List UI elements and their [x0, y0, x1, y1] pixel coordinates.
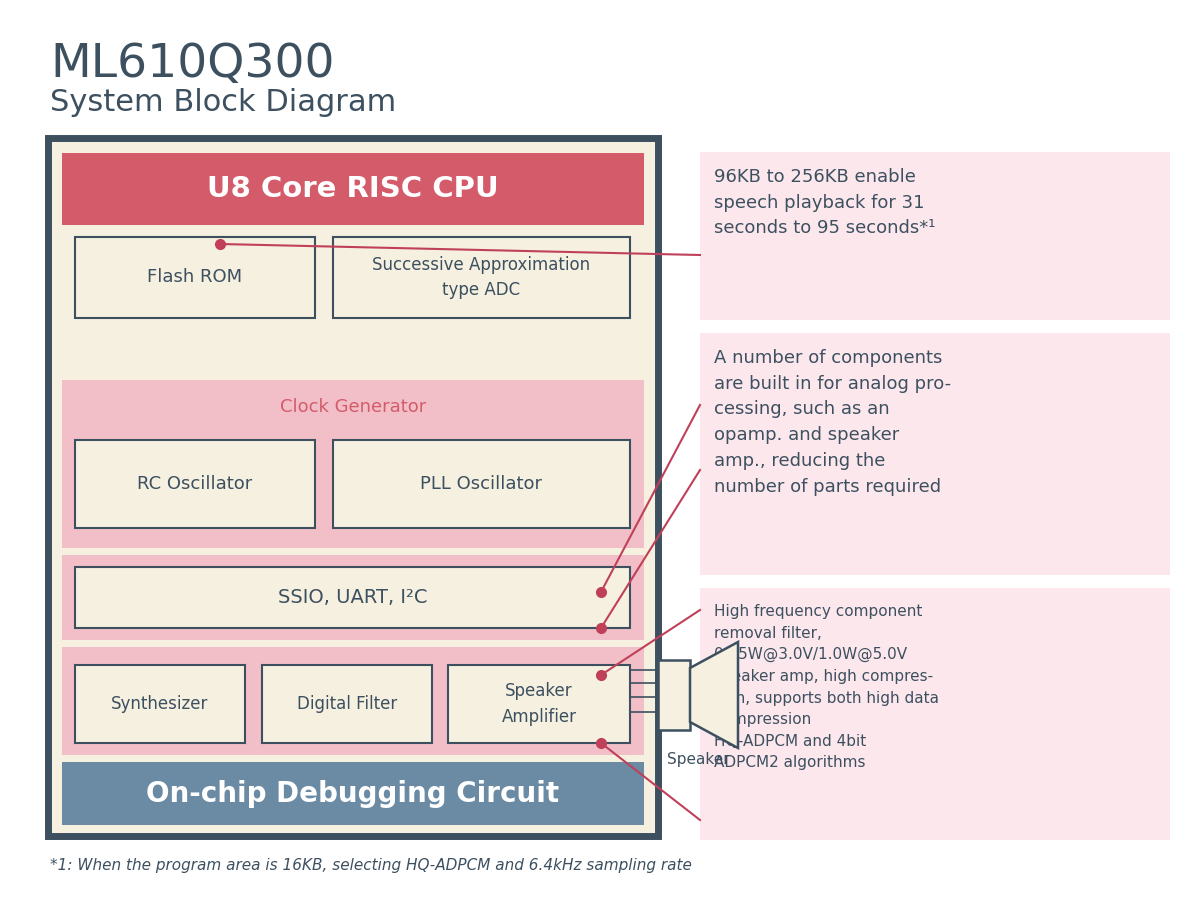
Polygon shape: [690, 642, 738, 748]
Text: On-chip Debugging Circuit: On-chip Debugging Circuit: [146, 779, 559, 807]
Text: PLL Oscillator: PLL Oscillator: [420, 475, 542, 493]
Bar: [700, 152, 1170, 320]
Text: SSIO, UART, I²C: SSIO, UART, I²C: [277, 588, 427, 607]
Bar: [334, 440, 630, 528]
Text: System Block Diagram: System Block Diagram: [50, 88, 396, 117]
Bar: [74, 237, 314, 318]
Bar: [48, 138, 658, 836]
Bar: [658, 660, 690, 730]
Text: *1: When the program area is 16KB, selecting HQ-ADPCM and 6.4kHz sampling rate: *1: When the program area is 16KB, selec…: [50, 858, 692, 873]
Bar: [62, 153, 644, 225]
Text: U8 Core RISC CPU: U8 Core RISC CPU: [208, 175, 499, 203]
Text: Sound generator: Sound generator: [277, 665, 428, 683]
Text: Clock Generator: Clock Generator: [280, 398, 426, 416]
Bar: [334, 237, 630, 318]
Bar: [62, 380, 644, 548]
Text: A number of components
are built in for analog pro-
cessing, such as an
opamp. a: A number of components are built in for …: [714, 349, 952, 496]
Text: Flash ROM: Flash ROM: [148, 268, 242, 286]
Text: Synthesizer: Synthesizer: [112, 695, 209, 713]
Text: ML610Q300: ML610Q300: [50, 42, 335, 87]
Text: RC Oscillator: RC Oscillator: [137, 475, 253, 493]
Bar: [74, 440, 314, 528]
Text: Successive Approximation
type ADC: Successive Approximation type ADC: [372, 256, 590, 299]
Bar: [74, 567, 630, 628]
Bar: [62, 647, 644, 755]
Text: High frequency component
removal filter,
0.45W@3.0V/1.0W@5.0V
speaker amp, high : High frequency component removal filter,…: [714, 604, 940, 770]
Bar: [62, 555, 644, 640]
Bar: [62, 762, 644, 825]
Bar: [700, 333, 1170, 575]
Text: Digital Filter: Digital Filter: [296, 695, 397, 713]
Text: Speaker
Amplifier: Speaker Amplifier: [502, 682, 576, 726]
Bar: [262, 665, 432, 743]
Bar: [448, 665, 630, 743]
Bar: [74, 665, 245, 743]
Text: Speaker: Speaker: [667, 752, 730, 767]
Text: 96KB to 256KB enable
speech playback for 31
seconds to 95 seconds*¹: 96KB to 256KB enable speech playback for…: [714, 168, 936, 237]
Bar: [700, 588, 1170, 840]
